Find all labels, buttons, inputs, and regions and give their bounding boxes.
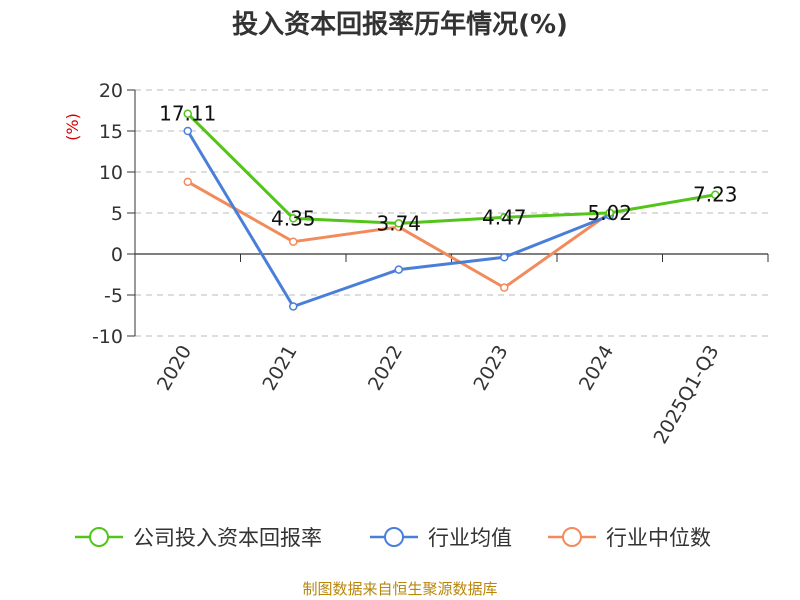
x-tick-label: 2024: [575, 342, 618, 395]
legend-item[interactable]: 行业中位数: [548, 526, 711, 550]
x-tick-label: 2025Q1-Q3: [650, 342, 724, 448]
legend-label: 行业中位数: [606, 526, 711, 550]
data-point: [605, 208, 614, 218]
gridlines: [135, 89, 768, 337]
y-tick-label: -10: [92, 326, 123, 348]
y-tick-label: 20: [99, 80, 123, 102]
data-labels: 17.11 4.35 3.74 4.47 5.02 7.23: [159, 102, 737, 236]
data-label: 17.11: [159, 102, 216, 126]
data-point: [183, 177, 192, 187]
data-label: 4.47: [482, 205, 527, 229]
x-tick-label: 2021: [258, 342, 301, 395]
data-label: 3.74: [376, 211, 421, 235]
data-point: [183, 109, 192, 118]
y-tick-label: 5: [111, 203, 123, 225]
legend-item[interactable]: 行业均值: [370, 526, 512, 550]
data-label: 5.02: [587, 201, 632, 225]
data-label: 4.35: [271, 206, 316, 230]
data-point: [500, 253, 509, 262]
y-tick-label: 10: [99, 162, 123, 184]
source-note: 制图数据来自恒生聚源数据库: [302, 580, 497, 598]
series-lines: [183, 109, 720, 311]
legend: 公司投入资本回报率 行业均值 行业中位数: [75, 526, 711, 550]
data-point: [500, 283, 509, 292]
data-point: [289, 302, 298, 311]
data-point: [183, 126, 192, 136]
legend-marker: [562, 527, 582, 547]
y-tick-label: 0: [111, 244, 123, 266]
data-point: [711, 190, 720, 199]
data-point: [394, 219, 403, 228]
legend-marker: [384, 527, 404, 547]
y-tick-label: 15: [99, 121, 123, 143]
legend-label: 公司投入资本回报率: [133, 526, 322, 550]
data-point: [500, 213, 509, 222]
y-axis-label: (%): [63, 113, 82, 141]
data-point: [394, 265, 403, 274]
legend-marker: [89, 527, 109, 547]
legend-item[interactable]: 公司投入资本回报率: [75, 526, 322, 550]
x-tick-label: 2022: [364, 342, 407, 395]
y-tick-label: -5: [104, 285, 123, 307]
legend-label: 行业均值: [428, 526, 512, 550]
data-label: 7.23: [693, 183, 738, 207]
chart-title: 投入资本回报率历年情况(%): [232, 9, 568, 40]
series-line: [186, 112, 716, 225]
x-tick-label: 2023: [469, 342, 512, 395]
data-point: [289, 214, 298, 223]
data-point: [289, 237, 298, 246]
x-tick-label: 2020: [153, 342, 196, 395]
axes: 20 15 10 5 0 -5 -10 2020 2021 2022 2023 2024 2025Q1-…: [92, 80, 769, 448]
